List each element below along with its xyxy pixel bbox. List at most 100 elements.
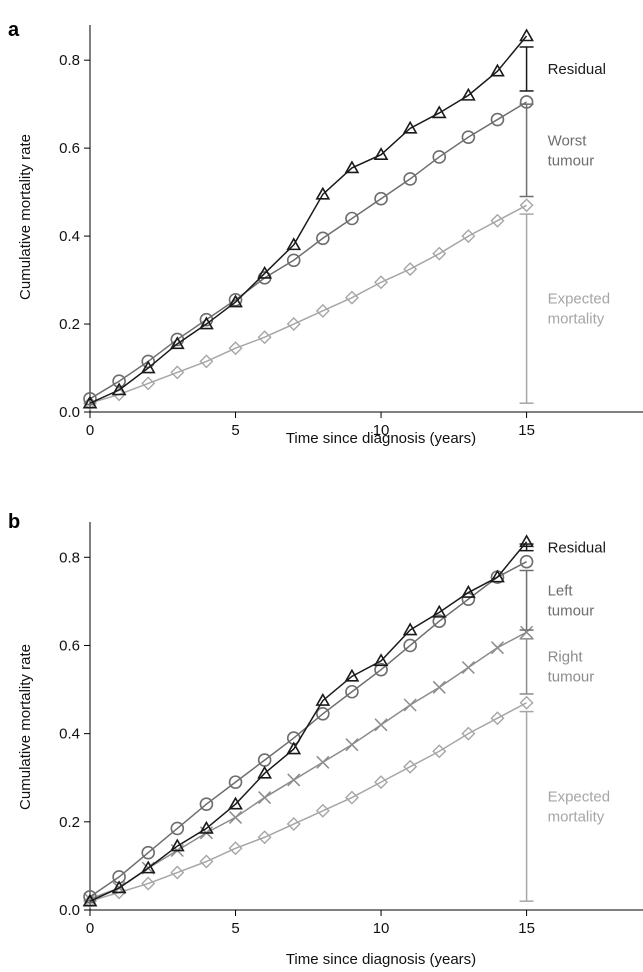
panel-a-series-diamond-point [374, 275, 389, 290]
panel-b-series-circle-point [519, 554, 534, 569]
panel-b-annotation-label-line: mortality [548, 808, 605, 825]
panel-a-x-tick-label: 15 [518, 422, 535, 439]
panel-a-series-circle-point [490, 112, 505, 127]
panel-a-series-triangle-point [257, 265, 273, 279]
panel-b-annotation-label-line: tumour [548, 602, 595, 619]
panel-b-annotation-label-line: Left [548, 582, 574, 599]
panel-b-series-diamond-point [315, 803, 330, 818]
panel-b-series-triangle-line [89, 541, 528, 902]
panel-a-series-circle-point [83, 392, 97, 406]
panel-b-series-cross-point [316, 755, 330, 769]
panel-a-annotation-label-line: Worst [548, 132, 588, 149]
panel-b-series-triangle-point [82, 893, 98, 907]
panel-a-y-tick-label: 0.6 [59, 140, 80, 157]
panel-b-series-triangle-point [460, 584, 476, 598]
panel-a-series-triangle-point [82, 395, 98, 409]
panel-b-series-circle-point [316, 706, 330, 721]
panel-b-series-cross-point [258, 791, 272, 805]
panel-a-y-tick-label: 0.0 [59, 404, 80, 421]
panel-b-series-cross-point [374, 718, 388, 732]
panel-a-annotation-label-line: mortality [548, 311, 605, 328]
panel-a-series-triangle-point [140, 360, 156, 374]
panel-b-series-diamond-point [257, 830, 272, 845]
panel-a-series-circle-point [403, 172, 417, 186]
panel-b-series-diamond-point [374, 775, 389, 790]
panel-b-series-triangle-point [286, 741, 302, 755]
panel-b-series-circle-point [170, 821, 185, 836]
panel-b-annotation-label: Left tumour [548, 582, 595, 619]
panel-b-y-tick-label: 0.8 [59, 549, 80, 566]
panel-a-annotation-label-line: tumour [548, 152, 595, 169]
panel-b-series-diamond-point [403, 759, 418, 774]
panel-b-series-diamond-point [490, 711, 505, 726]
panel-b-y-tick-label: 0.2 [59, 814, 80, 831]
panel-b-series-circle-point [141, 845, 156, 860]
panel-b-series-diamond-point [344, 790, 359, 805]
panel-a-series-diamond-point [519, 198, 534, 213]
panel-b-x-tick-label: 10 [373, 920, 390, 937]
panel-b-series-circle-point [345, 684, 359, 699]
panel-b-y-axis-title: Cumulative mortality rate [17, 644, 34, 810]
panel-a-series-diamond-line [89, 204, 527, 404]
panel-a-annotation-label: Residual [548, 61, 606, 78]
panel-b-series-triangle-point [373, 653, 389, 667]
panel-b-x-tick-label: 5 [231, 920, 239, 937]
panel-b-annotation-label-line: Expected [548, 788, 611, 805]
panel-a-series-circle-line [89, 101, 527, 400]
panel-b-x-tick-label: 15 [518, 920, 535, 937]
panel-b-series-circle-point [432, 614, 447, 629]
panel-a-series-diamond-point [490, 213, 505, 228]
panel-b-series-diamond-point [228, 841, 243, 856]
panel-b-series-diamond-point [432, 744, 447, 759]
panel-a-series-circle-point [316, 231, 330, 246]
panel-a-series-triangle-point [111, 382, 127, 396]
panel-a-annotation-label: Expected mortality [548, 291, 611, 328]
panel-a-x-axis-title: Time since diagnosis (years) [286, 430, 476, 447]
panel-b-annotation-label: Residual [548, 539, 606, 556]
panel-b-series-triangle-point [169, 838, 185, 852]
panel-a-series-triangle-point [199, 316, 214, 330]
panel-a-series-triangle-point [519, 28, 534, 42]
panel-a-series-diamond-point [432, 246, 447, 261]
panel-a-annotation-label: Worst tumour [548, 132, 595, 169]
panel-b-annotation-label-line: tumour [548, 668, 595, 685]
panel-a-series-triangle-point [286, 237, 302, 251]
panel-a-series-diamond-point [228, 341, 243, 356]
panel-b-series-triangle-point [140, 860, 156, 874]
panel-a-y-tick-label: 0.4 [59, 228, 80, 245]
panel-b-annotation-label-line: Right [548, 648, 584, 665]
panel-b-series-cross-point [461, 660, 475, 675]
panel-b-series-circle-point [83, 889, 97, 904]
panel-a-series-triangle-point [228, 294, 243, 308]
panel-b-y-tick-label: 0.0 [59, 902, 80, 919]
panel-a-y-tick-label: 0.2 [59, 316, 80, 333]
panel-a-series-triangle-point [315, 186, 331, 200]
panel-b-series-diamond-point [519, 695, 534, 710]
panel-a-x-tick-label: 10 [373, 422, 390, 439]
panel-a-series-circle-point [112, 374, 126, 389]
panel-b-series-cross-line [89, 631, 527, 900]
panel-a-series-diamond-point [286, 317, 301, 332]
panel-a-x-tick-label: 5 [231, 422, 239, 439]
panel-b-series-circle-line [89, 561, 527, 898]
panel-a-series-diamond-point [403, 262, 418, 277]
panel-a-series-diamond-point [141, 376, 156, 391]
panel-a-chart: a 0 5 10 15 0.0 0.2 0.4 0.6 0.8 Residual Worst tumo… [8, 19, 643, 447]
panel-a-letter: a [8, 19, 20, 41]
panel-a-series-circle-point [461, 130, 476, 144]
panel-a-series-circle-point [286, 253, 301, 268]
panel-b-letter: b [8, 511, 20, 533]
panel-a-series-circle-point [374, 191, 388, 206]
panel-a-series-triangle-point [373, 147, 389, 161]
panel-b-series-diamond-line [89, 702, 527, 902]
panel-b-series-diamond-point [199, 854, 214, 869]
panel-b-y-tick-label: 0.4 [59, 726, 80, 743]
panel-a-plot-area: 0 5 10 15 0.0 0.2 0.4 0.6 0.8 Residual Worst tumour… [59, 25, 643, 439]
panel-b-series-triangle-point [402, 622, 418, 636]
panel-b-series-triangle-point [228, 796, 243, 810]
panel-b-annotation-label-line: Residual [548, 539, 606, 556]
panel-a-series-diamond-point [170, 365, 185, 380]
panel-b-series-circle-point [403, 638, 417, 653]
panel-a-x-tick-label: 0 [86, 422, 94, 439]
